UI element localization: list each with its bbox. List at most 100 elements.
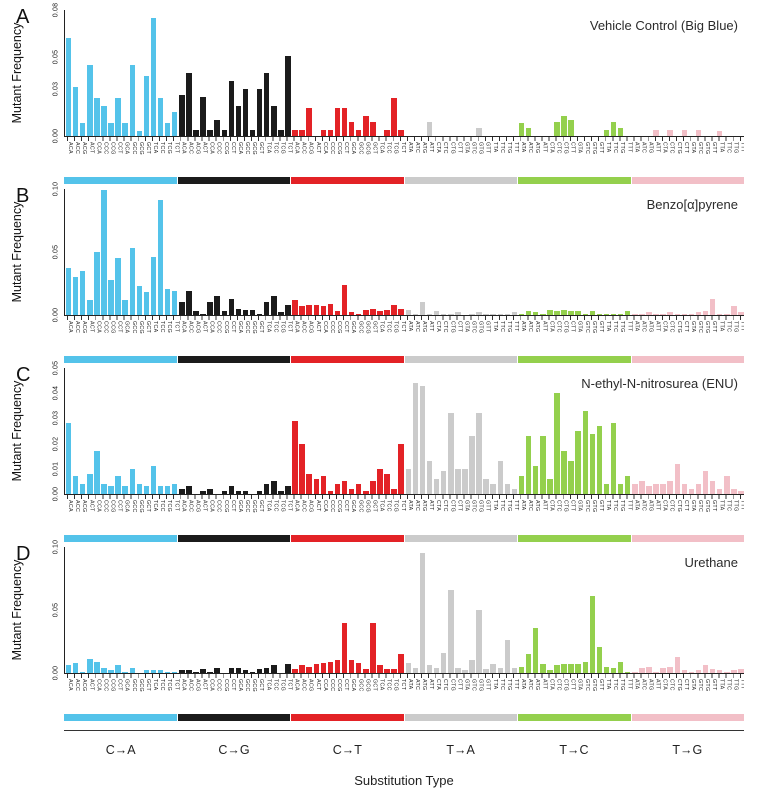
x-tick-label: GTC (470, 321, 477, 334)
bar-C→G (186, 486, 192, 494)
x-tick-label: GCT (371, 321, 378, 334)
substitution-band-T→A (404, 356, 517, 363)
x-tick-label: CCC (215, 679, 222, 692)
bar-C→T (384, 473, 390, 494)
x-tick-label: ATC (640, 500, 647, 512)
x-tick-label: TTC (612, 500, 619, 512)
x-tick-ruler (64, 136, 744, 141)
bar-C→T (370, 481, 376, 494)
bar-C→A (94, 661, 100, 673)
bar-T→A (433, 478, 440, 494)
x-tick-label: ACG (194, 500, 201, 513)
bar-C→T (370, 308, 376, 315)
bar-C→G (285, 486, 291, 494)
x-tick-label: GCG (364, 500, 371, 513)
bar-C→A (157, 200, 164, 315)
x-tick-label: GCG (364, 679, 371, 692)
bar-T→A (504, 640, 511, 673)
x-tick-label: CCT (116, 321, 123, 333)
bar-T→A (469, 660, 475, 673)
bar-T→A (476, 128, 482, 136)
bar-T→C (561, 451, 567, 494)
x-tick-label: CCT (229, 679, 236, 691)
bar-C→G (193, 311, 199, 315)
panel-a-plot-area: Vehicle Control (Big Blue) (64, 10, 744, 136)
bar-C→T (377, 665, 383, 673)
bar-C→A (129, 667, 135, 673)
substitution-color-band (64, 356, 744, 363)
substitution-color-band (64, 714, 744, 721)
x-tick-label: CCC (102, 321, 109, 334)
bar-C→A (94, 98, 100, 136)
y-tick-label: 0.10 (52, 539, 60, 555)
bar-C→A (115, 665, 121, 673)
bar-C→G (235, 106, 242, 136)
bar-T→A (469, 436, 475, 494)
bar-T→G (632, 671, 638, 673)
x-tick-label: CTC (668, 500, 675, 512)
x-tick-label: ACG (81, 321, 88, 334)
x-tick-label: GCG (364, 321, 371, 334)
substitution-band-C→T (291, 714, 404, 721)
bar-T→C (596, 425, 603, 494)
bar-C→G (186, 670, 192, 673)
bar-C→G (278, 491, 284, 494)
x-tick-label: GCC (357, 321, 364, 334)
bar-T→C (624, 311, 631, 315)
x-tick-label: GCC (357, 679, 364, 692)
x-tick-label: CTT (456, 142, 463, 154)
x-tick-label: CCG (109, 321, 116, 334)
x-tick-label: GCT (258, 500, 265, 513)
bar-C→A (72, 662, 79, 673)
x-tick-label: ACA (67, 679, 74, 691)
substitution-band-C→G (177, 356, 290, 363)
bar-C→T (313, 304, 320, 315)
x-tick-label: CTG (449, 500, 456, 513)
x-tick-label: ATA (633, 142, 640, 153)
x-tick-label: CTG (449, 679, 456, 692)
bar-C→G (221, 491, 227, 494)
bar-T→G (632, 483, 638, 494)
x-tick-label: ATA (520, 142, 527, 153)
x-tick-label: TTA (491, 679, 498, 690)
x-tick-label: ATA (406, 679, 413, 690)
x-tick-label: CCA (321, 321, 328, 334)
bar-C→T (377, 468, 383, 494)
bar-C→A (79, 671, 86, 673)
x-tick-label: CCC (328, 142, 335, 155)
bar-C→T (398, 308, 404, 315)
x-tick-label: CTA (435, 500, 442, 512)
x-tick-label: CTG (562, 142, 569, 155)
bar-T→C (575, 311, 581, 315)
bar-T→G (681, 129, 688, 136)
bar-T→A (511, 667, 518, 673)
bar-T→G (702, 311, 709, 315)
bar-C→A (101, 190, 107, 315)
x-tick-label: ACC (300, 679, 307, 692)
bar-C→G (242, 491, 249, 494)
y-tick-label: 0.03 (52, 81, 60, 96)
x-tick-label: CTT (569, 142, 576, 154)
bar-C→A (87, 65, 93, 136)
bar-T→A (476, 413, 482, 494)
bar-C→T (384, 129, 390, 136)
bar-T→C (624, 671, 631, 673)
x-tick-label: GCT (258, 142, 265, 155)
x-tick-label: ACC (187, 500, 194, 513)
bar-C→T (327, 303, 334, 315)
x-tick-label: CCC (215, 142, 222, 155)
substitution-band-C→T (291, 177, 404, 184)
x-tick-label: TTA (605, 321, 612, 332)
x-tick-label: TCT (286, 321, 293, 333)
bar-T→C (603, 666, 610, 673)
x-tick-label: GCT (371, 142, 378, 155)
bar-C→A (129, 468, 135, 494)
x-tick-label: CCT (343, 321, 350, 333)
bar-C→A (136, 286, 143, 315)
x-tick-label: ACG (81, 142, 88, 155)
panel-d: D Mutant Frequency 0.00 0.05 0.10 Urethane… (0, 540, 771, 721)
x-tick-label: TTA (718, 142, 725, 153)
x-tick-label: CCG (222, 321, 229, 334)
bar-C→T (292, 669, 298, 673)
x-tick-label: TTG (732, 500, 739, 512)
